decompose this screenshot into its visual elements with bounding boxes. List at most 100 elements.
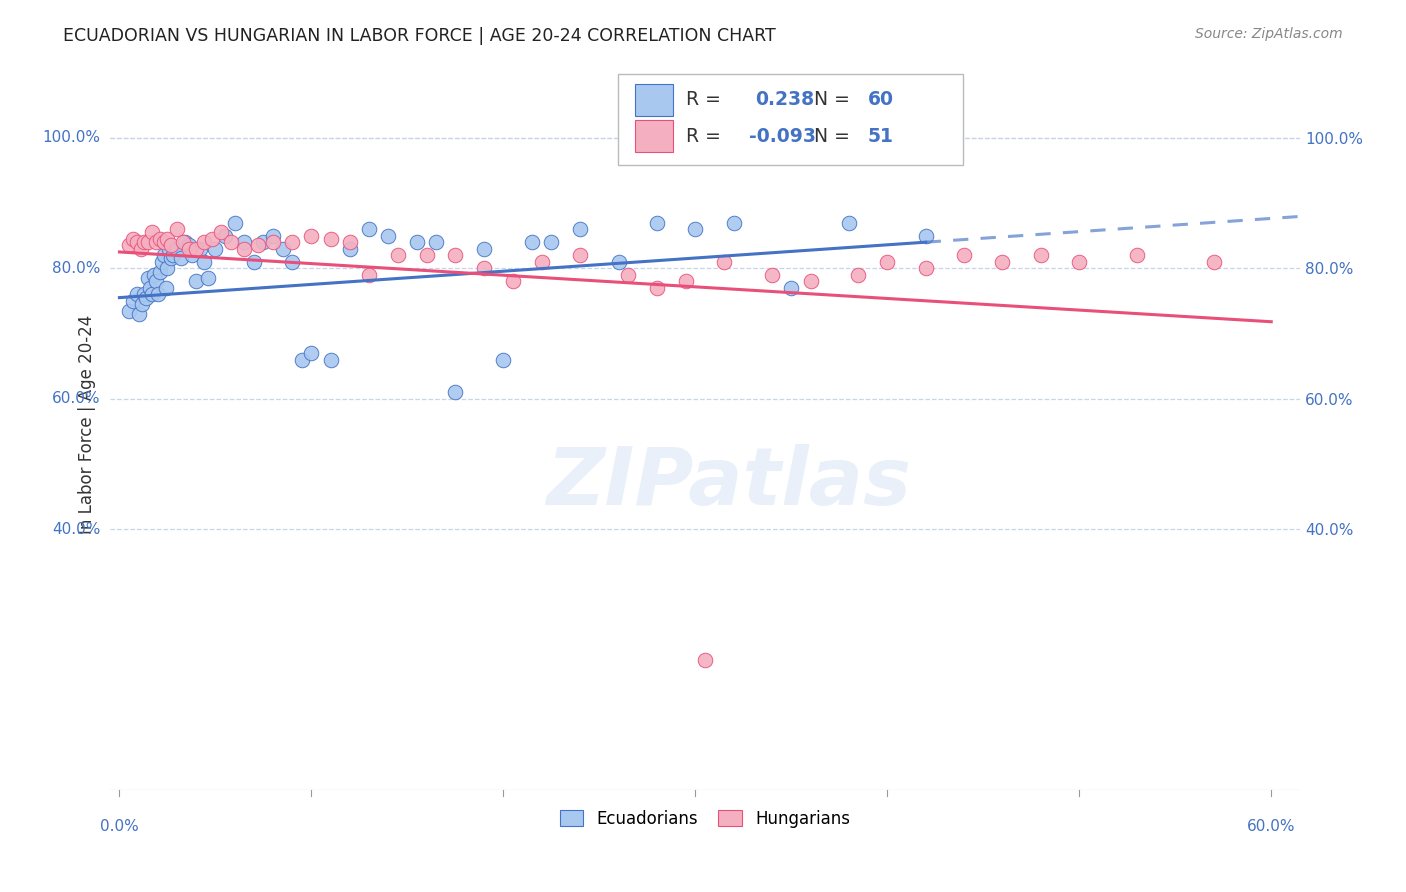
Point: [617, 268, 640, 282]
Point: [134, 235, 156, 250]
Text: 60.0%: 60.0%: [1247, 819, 1295, 834]
Text: 0.0%: 0.0%: [100, 819, 139, 834]
FancyBboxPatch shape: [619, 74, 963, 166]
Point: [472, 242, 495, 256]
Point: [131, 297, 153, 311]
Point: [170, 252, 193, 266]
Text: 100.0%: 100.0%: [42, 130, 100, 145]
Point: [139, 281, 162, 295]
Point: [339, 235, 361, 250]
Point: [357, 268, 380, 282]
Text: ECUADORIAN VS HUNGARIAN IN LABOR FORCE | AGE 20-24 CORRELATION CHART: ECUADORIAN VS HUNGARIAN IN LABOR FORCE |…: [63, 27, 776, 45]
Point: [299, 228, 322, 243]
Point: [166, 222, 188, 236]
Point: [281, 235, 304, 250]
Point: [540, 235, 562, 250]
Point: [914, 261, 936, 276]
Point: [156, 232, 179, 246]
Point: [188, 242, 211, 256]
Point: [181, 248, 204, 262]
Point: [141, 287, 163, 301]
Point: [136, 271, 159, 285]
Text: N =: N =: [814, 127, 851, 145]
Point: [799, 274, 821, 288]
Point: [125, 235, 148, 250]
Point: [186, 274, 208, 288]
Point: [155, 281, 177, 295]
Point: [607, 254, 630, 268]
Point: [125, 287, 148, 301]
Point: [569, 222, 592, 236]
Text: 60: 60: [868, 90, 894, 109]
Point: [953, 248, 976, 262]
Point: [136, 235, 159, 250]
Point: [387, 248, 409, 262]
Point: [319, 232, 342, 246]
Point: [233, 235, 256, 250]
Point: [186, 242, 208, 256]
Point: [118, 303, 141, 318]
Point: [149, 232, 172, 246]
Text: 80.0%: 80.0%: [52, 260, 100, 276]
Point: [177, 242, 200, 256]
Text: N =: N =: [814, 90, 851, 109]
Point: [157, 242, 180, 256]
Point: [146, 287, 169, 301]
Point: [1029, 248, 1052, 262]
Point: [118, 238, 141, 252]
Point: [152, 235, 174, 250]
Point: [406, 235, 429, 250]
Point: [172, 235, 194, 250]
Point: [520, 235, 543, 250]
Point: [319, 352, 342, 367]
Text: Source: ZipAtlas.com: Source: ZipAtlas.com: [1195, 27, 1343, 41]
Point: [492, 352, 515, 367]
Point: [193, 254, 215, 268]
Point: [262, 228, 284, 243]
Point: [152, 248, 174, 262]
Point: [128, 307, 150, 321]
Point: [685, 222, 707, 236]
Text: R =: R =: [686, 127, 721, 145]
Point: [530, 254, 553, 268]
Point: [243, 254, 266, 268]
Point: [281, 254, 304, 268]
Point: [502, 274, 524, 288]
Point: [444, 385, 467, 400]
Point: [291, 352, 314, 367]
Point: [693, 652, 716, 666]
Point: [224, 216, 246, 230]
FancyBboxPatch shape: [634, 120, 673, 153]
Point: [645, 216, 668, 230]
Point: [780, 281, 803, 295]
Point: [425, 235, 447, 250]
Point: [1069, 254, 1091, 268]
Point: [569, 248, 592, 262]
Point: [246, 238, 269, 252]
Point: [177, 238, 200, 252]
Point: [197, 271, 219, 285]
Point: [914, 228, 936, 243]
Point: [271, 242, 294, 256]
Point: [377, 228, 399, 243]
Point: [299, 346, 322, 360]
Text: ZIPatlas: ZIPatlas: [547, 444, 911, 522]
Point: [233, 242, 256, 256]
Point: [122, 293, 145, 308]
Point: [134, 287, 156, 301]
Point: [204, 242, 226, 256]
FancyBboxPatch shape: [634, 84, 673, 116]
Point: [162, 248, 184, 262]
Point: [145, 235, 167, 250]
Point: [339, 242, 361, 256]
Point: [991, 254, 1014, 268]
Point: [141, 226, 163, 240]
Point: [713, 254, 735, 268]
Text: 40.0%: 40.0%: [52, 522, 100, 537]
Point: [122, 232, 145, 246]
Point: [357, 222, 380, 236]
Point: [150, 254, 173, 268]
Text: -0.093: -0.093: [749, 127, 815, 145]
Point: [723, 216, 745, 230]
Point: [160, 252, 183, 266]
